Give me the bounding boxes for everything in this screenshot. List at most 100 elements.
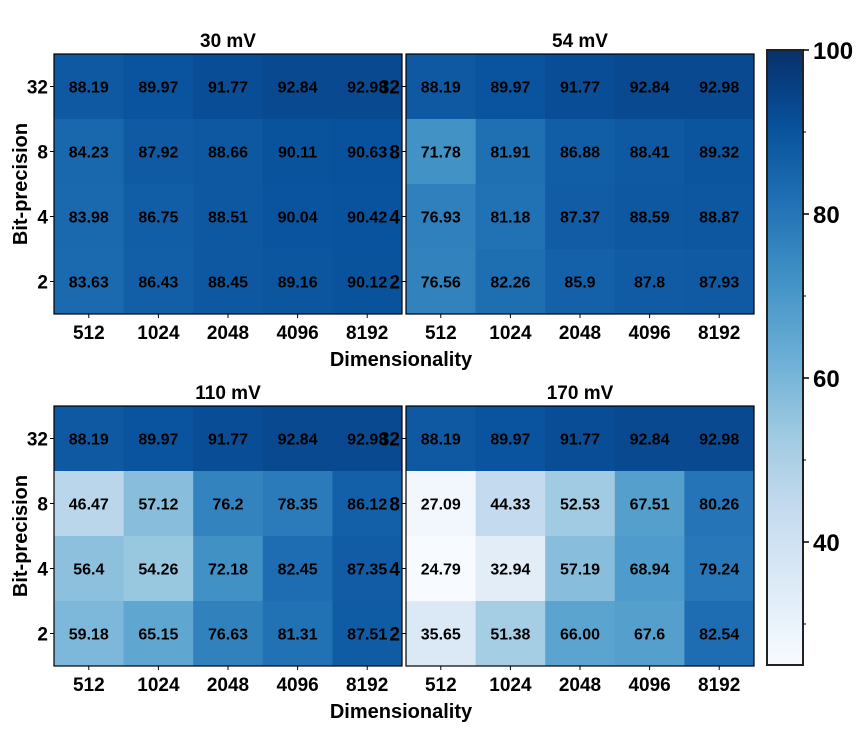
cell-value-label: 90.04 — [278, 210, 318, 227]
heatmap-cell — [406, 471, 477, 537]
cell-value-label: 76.2 — [212, 497, 243, 514]
cell-value-label: 76.56 — [421, 275, 461, 292]
heatmap-cell — [123, 406, 194, 472]
heatmap-cell — [193, 536, 264, 602]
heatmap-cell — [123, 601, 194, 667]
x-tick-label: 8192 — [346, 323, 388, 344]
heatmap-cell — [545, 406, 616, 472]
y-tick-label: 2 — [37, 625, 48, 646]
x-tick-label: 1024 — [489, 323, 532, 344]
cell-value-label: 90.11 — [278, 145, 317, 162]
cell-value-label: 89.32 — [699, 145, 739, 162]
cell-value-label: 89.97 — [490, 80, 530, 97]
heatmap-cell — [545, 471, 616, 537]
y-tick-label: 32 — [379, 78, 400, 99]
heatmap-cell — [262, 249, 333, 315]
cell-value-label: 81.18 — [490, 210, 530, 227]
cell-value-label: 54.26 — [138, 562, 178, 579]
heatmap-cell — [193, 471, 264, 537]
y-axis-label: Bit-precision — [10, 123, 32, 245]
cell-value-label: 88.19 — [69, 432, 109, 449]
heatmap-cell — [545, 601, 616, 667]
cell-value-label: 91.77 — [208, 432, 248, 449]
x-tick-label: 2048 — [559, 323, 601, 344]
cell-value-label: 82.26 — [490, 275, 530, 292]
cell-value-label: 92.98 — [699, 432, 739, 449]
colorbar-tick-label: 40 — [813, 530, 840, 557]
cell-value-label: 90.63 — [347, 145, 387, 162]
colorbar-tick-label: 80 — [813, 202, 840, 229]
heatmap-cell — [123, 119, 194, 185]
cell-value-label: 78.35 — [278, 497, 318, 514]
cell-value-label: 89.16 — [278, 275, 318, 292]
heatmap-cell — [54, 119, 125, 185]
heatmap-cell — [123, 184, 194, 250]
cell-value-label: 89.97 — [138, 80, 178, 97]
panel-title: 170 mV — [547, 383, 614, 404]
cell-value-label: 92.98 — [347, 80, 387, 97]
x-tick-label: 1024 — [137, 675, 180, 696]
y-tick-label: 32 — [27, 78, 48, 99]
y-tick-label: 4 — [37, 560, 48, 581]
cell-value-label: 67.6 — [634, 627, 665, 644]
x-tick-label: 8192 — [698, 323, 740, 344]
heatmap-panel-2: 88.19 89.97 91.77 92.84 92.98 71.78 81.91 86.88… — [379, 31, 755, 344]
cell-value-label: 86.43 — [138, 275, 178, 292]
heatmap-cell — [406, 406, 477, 472]
cell-value-label: 88.41 — [630, 145, 670, 162]
cell-value-label: 88.87 — [699, 210, 739, 227]
y-tick-label: 2 — [389, 625, 400, 646]
heatmap-panel-1: 88.19 89.97 91.77 92.84 92.98 84.23 87.92 88.66… — [27, 31, 403, 344]
cell-value-label: 79.24 — [699, 562, 739, 579]
cell-value-label: 88.19 — [421, 432, 461, 449]
cell-value-label: 89.97 — [138, 432, 178, 449]
heatmap-cell — [545, 184, 616, 250]
heatmap-cell — [332, 184, 403, 250]
cell-value-label: 88.19 — [69, 80, 109, 97]
cell-value-label: 88.66 — [208, 145, 248, 162]
heatmap-cell — [545, 119, 616, 185]
cell-value-label: 86.88 — [560, 145, 600, 162]
cell-value-label: 92.84 — [630, 432, 670, 449]
heatmap-cell — [684, 184, 755, 250]
cell-value-label: 65.15 — [138, 627, 178, 644]
heatmap-cell — [262, 119, 333, 185]
cell-value-label: 66.00 — [560, 627, 600, 644]
cell-value-label: 92.84 — [630, 80, 670, 97]
heatmap-cell — [475, 536, 546, 602]
x-tick-label: 512 — [73, 323, 105, 344]
y-tick-label: 8 — [37, 495, 48, 516]
cell-value-label: 52.53 — [560, 497, 600, 514]
cell-value-label: 91.77 — [560, 80, 600, 97]
heatmap-cell — [684, 249, 755, 315]
heatmap-cell — [262, 54, 333, 120]
heatmap-cell — [684, 601, 755, 667]
cell-value-label: 92.84 — [278, 80, 318, 97]
colorbar-tick-label: 60 — [813, 366, 840, 393]
cell-value-label: 56.4 — [73, 562, 104, 579]
cell-value-label: 72.18 — [208, 562, 248, 579]
heatmap-cell — [684, 471, 755, 537]
cell-value-label: 88.45 — [208, 275, 248, 292]
heatmap-cell — [475, 54, 546, 120]
cell-value-label: 83.98 — [69, 210, 109, 227]
x-axis-label: Dimensionality — [330, 349, 473, 371]
cell-value-label: 87.35 — [347, 562, 387, 579]
cell-value-label: 67.51 — [630, 497, 670, 514]
heatmap-cell — [193, 119, 264, 185]
x-tick-label: 2048 — [559, 675, 601, 696]
cell-value-label: 57.12 — [138, 497, 178, 514]
cell-value-label: 85.9 — [564, 275, 595, 292]
heatmap-cell — [54, 184, 125, 250]
heatmap-cell — [54, 249, 125, 315]
cell-value-label: 84.23 — [69, 145, 109, 162]
heatmap-cell — [54, 601, 125, 667]
cell-value-label: 35.65 — [421, 627, 461, 644]
y-tick-label: 4 — [389, 208, 400, 229]
heatmap-cell — [475, 119, 546, 185]
heatmap-cell — [614, 471, 685, 537]
cell-value-label: 87.51 — [347, 627, 387, 644]
y-tick-label: 2 — [389, 273, 400, 294]
y-axis-label: Bit-precision — [10, 475, 32, 597]
